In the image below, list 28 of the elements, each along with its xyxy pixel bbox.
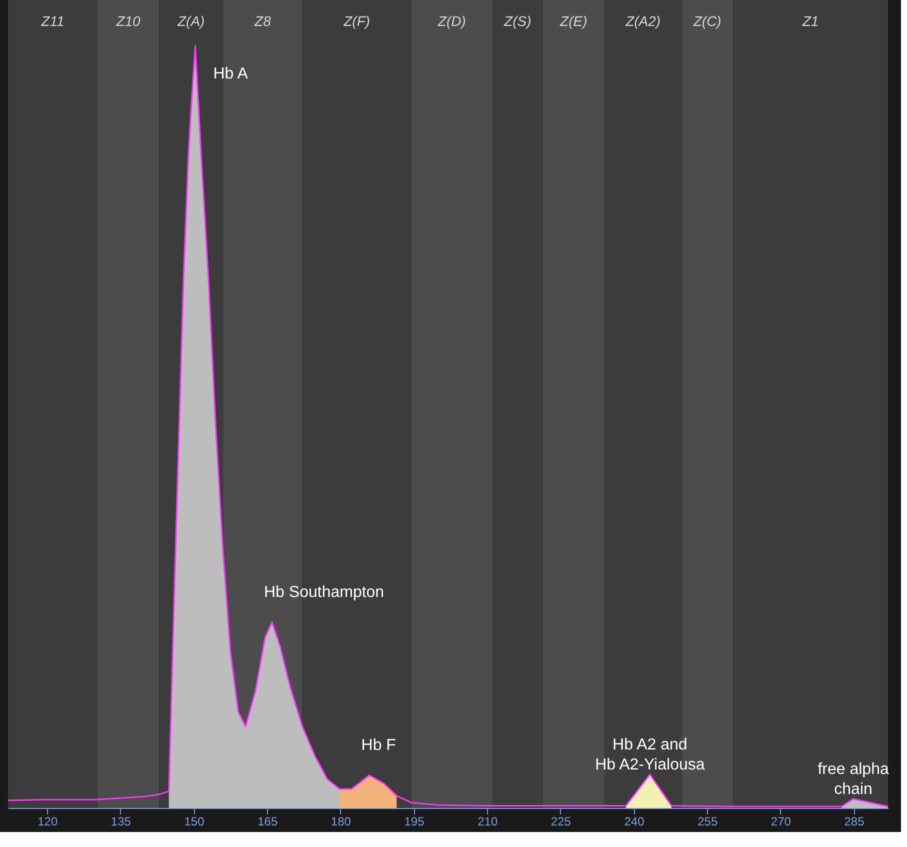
band-label: Z(E)	[559, 13, 588, 29]
x-tick-label: 285	[844, 814, 865, 828]
annotation: Hb F	[361, 737, 396, 754]
band-label: Z8	[254, 13, 272, 29]
x-tick-label: 180	[330, 814, 352, 828]
x-tick-label: 165	[258, 814, 278, 828]
annotation: Hb A2 and Hb A2-Yialousa	[595, 736, 705, 774]
band-label: Z(A)	[176, 13, 205, 29]
annotation: Hb A	[213, 66, 248, 83]
x-tick-label: 270	[770, 814, 792, 828]
x-tick-label: 210	[478, 814, 498, 828]
band-label: Z1	[801, 13, 819, 29]
x-tick-label: 255	[698, 814, 718, 828]
annotation: Hb Southampton	[264, 584, 384, 602]
band-label: Z(C)	[692, 13, 722, 29]
x-tick-label: 120	[38, 814, 58, 828]
x-tick-label: 135	[110, 814, 132, 828]
band-label: Z(A2)	[624, 13, 661, 29]
x-tick-label: 195	[404, 814, 425, 828]
band-label: Z(F)	[342, 13, 370, 29]
x-tick-label: 150	[184, 814, 205, 828]
band-label: Z(S)	[503, 13, 532, 29]
x-tick-label: 240	[624, 814, 645, 828]
band-label: Z(D)	[436, 13, 466, 29]
band-label: Z10	[115, 13, 141, 29]
x-tick-label: 225	[550, 814, 572, 828]
annotation: free alpha chain	[818, 760, 889, 798]
band-label: Z11	[40, 13, 64, 29]
